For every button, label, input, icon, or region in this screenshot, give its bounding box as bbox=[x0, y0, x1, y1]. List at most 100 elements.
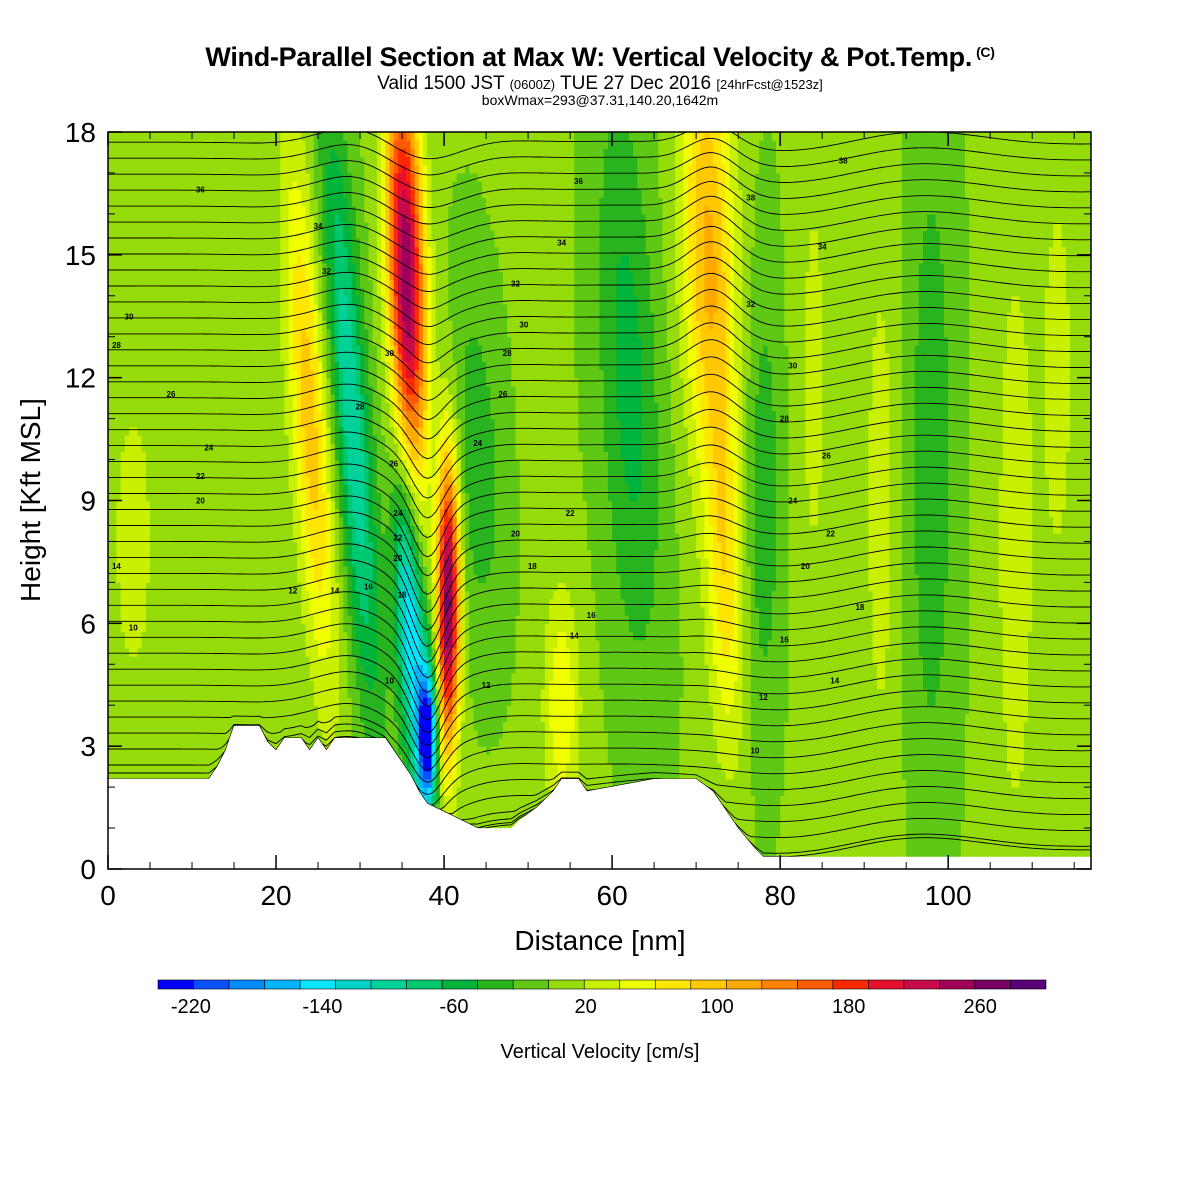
theta-contour-line bbox=[108, 527, 1091, 613]
theta-contour-line bbox=[108, 479, 1091, 558]
theta-contour-line bbox=[108, 607, 1091, 694]
contour-label: 30 bbox=[788, 361, 797, 370]
contour-label: 24 bbox=[393, 509, 402, 518]
colorbar-tick-label: -60 bbox=[440, 996, 469, 1018]
y-tick-label: 18 bbox=[65, 117, 96, 148]
contour-label: 28 bbox=[780, 415, 789, 424]
theta-contour-line bbox=[108, 703, 1091, 771]
terrain-mask bbox=[108, 725, 1091, 869]
theta-contour-line bbox=[108, 426, 1091, 499]
contour-label: 22 bbox=[566, 509, 575, 518]
contour-label: 32 bbox=[322, 267, 331, 276]
valid-time-prefix: Valid 1500 JST bbox=[377, 73, 505, 94]
colorbar-swatch bbox=[690, 979, 727, 990]
contour-label: 14 bbox=[830, 677, 839, 686]
theta-contour-line bbox=[108, 225, 1091, 275]
colorbar: -220 -140 -60 20 100 180 260 bbox=[157, 979, 1047, 1018]
theta-contour-line bbox=[108, 623, 1091, 708]
contour-label: 28 bbox=[112, 341, 121, 350]
colorbar-swatch bbox=[157, 979, 194, 990]
contour-label: 32 bbox=[511, 279, 520, 288]
theta-contour-line bbox=[108, 305, 1091, 364]
colorbar-swatch bbox=[548, 979, 585, 990]
colorbar-swatch bbox=[939, 979, 976, 990]
colorbar-swatch bbox=[441, 979, 478, 990]
colorbar-swatch bbox=[619, 979, 656, 990]
colorbar-swatch bbox=[406, 979, 443, 990]
contour-label: 30 bbox=[385, 349, 394, 358]
colorbar-swatch bbox=[761, 979, 798, 990]
colorbar-swatch bbox=[832, 979, 869, 990]
contour-label: 26 bbox=[822, 451, 831, 460]
chart-title-text: Wind-Parallel Section at Max W: Vertical… bbox=[205, 42, 973, 72]
theta-contour-line bbox=[108, 322, 1091, 382]
contour-label: 38 bbox=[746, 194, 755, 203]
colorbar-tick-label: -140 bbox=[302, 996, 342, 1018]
contour-label: 34 bbox=[557, 239, 566, 248]
theta-contour-line bbox=[108, 495, 1091, 577]
contour-label: 16 bbox=[587, 611, 596, 620]
theta-contour-line bbox=[108, 289, 1091, 346]
contour-label: 18 bbox=[528, 562, 537, 571]
contour-label: 18 bbox=[855, 603, 864, 612]
contour-label: 20 bbox=[196, 497, 205, 506]
contour-label: 12 bbox=[288, 587, 297, 596]
contour-label: 24 bbox=[788, 497, 797, 506]
contour-label: 10 bbox=[750, 746, 759, 755]
colorbar-swatch bbox=[299, 979, 336, 990]
theta-contour-line bbox=[108, 511, 1091, 595]
theta-contour-line bbox=[108, 559, 1091, 648]
colorbar-swatch bbox=[264, 979, 301, 990]
colorbar-swatch bbox=[477, 979, 514, 990]
colorbar-swatch bbox=[797, 979, 834, 990]
colorbar-swatch bbox=[512, 979, 550, 990]
colorbar-swatch bbox=[974, 979, 1011, 990]
theta-contour-line bbox=[108, 723, 1091, 795]
y-tick-label: 15 bbox=[65, 240, 96, 271]
colorbar-label: Vertical Velocity [cm/s] bbox=[501, 1041, 700, 1063]
colorbar-tick-label: 100 bbox=[700, 996, 733, 1018]
theta-contour-line bbox=[108, 256, 1091, 310]
contour-label: 26 bbox=[498, 390, 507, 399]
y-tick-label: 0 bbox=[80, 854, 96, 885]
colorbar-swatch bbox=[193, 979, 230, 990]
theta-contour-line bbox=[108, 241, 1091, 292]
theta-contour-line bbox=[108, 137, 1091, 176]
colorbar-tick-label: 180 bbox=[832, 996, 865, 1018]
theta-contour-line bbox=[108, 132, 1091, 160]
contour-label: 32 bbox=[746, 300, 755, 309]
contour-label: 12 bbox=[759, 693, 768, 702]
contour-label: 30 bbox=[519, 320, 528, 329]
contour-label: 22 bbox=[826, 529, 835, 538]
colorbar-swatch bbox=[726, 979, 763, 990]
theta-contour-line bbox=[108, 462, 1091, 539]
x-tick-label: 0 bbox=[100, 880, 116, 911]
contour-label: 26 bbox=[167, 390, 176, 399]
colorbar-swatch bbox=[583, 979, 621, 990]
contour-label: 24 bbox=[473, 439, 482, 448]
contour-label: 16 bbox=[780, 636, 789, 645]
colorbar-swatch bbox=[335, 979, 372, 990]
contour-label: 24 bbox=[204, 443, 213, 452]
theta-contour-line bbox=[108, 575, 1091, 664]
colorbar-swatch bbox=[654, 979, 692, 990]
theta-contour-line bbox=[108, 373, 1091, 440]
forecast-label: [24hrFcst@1523z] bbox=[716, 77, 823, 92]
contour-label: 36 bbox=[574, 177, 583, 186]
theta-contour-line bbox=[108, 166, 1091, 208]
y-axis-label: Height [Kft MSL] bbox=[15, 398, 46, 602]
x-tick-label: 60 bbox=[597, 880, 628, 911]
contour-label: 26 bbox=[389, 460, 398, 469]
box-wmax-label: boxWmax=293@37.31,140.20,1642m bbox=[481, 92, 719, 108]
theta-contour-line bbox=[108, 639, 1091, 721]
x-tick-label: 20 bbox=[260, 880, 291, 911]
colorbar-swatch bbox=[228, 979, 265, 990]
potential-temperature-contours bbox=[108, 132, 1091, 858]
valid-date: TUE 27 Dec 2016 bbox=[560, 73, 712, 94]
colorbar-tick-label: -220 bbox=[171, 996, 211, 1018]
chart-subtitle: Valid 1500 JST (0600Z) TUE 27 Dec 2016 [… bbox=[0, 73, 1200, 95]
theta-contour-line bbox=[108, 152, 1091, 192]
theta-contour-line bbox=[108, 715, 1091, 783]
colorbar-tick-label: 260 bbox=[964, 996, 997, 1018]
